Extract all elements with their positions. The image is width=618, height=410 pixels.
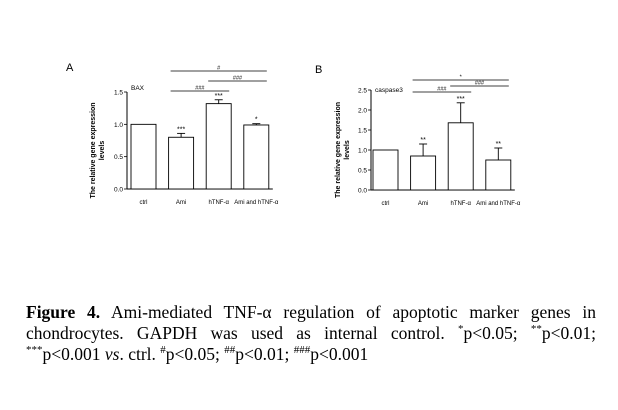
panel-a-label: A xyxy=(66,62,74,74)
caption-text-1: Ami-mediated TNF-α regulation of apoptot… xyxy=(26,302,596,343)
panel-a-ytick-label-1: 0.5 xyxy=(114,154,123,161)
panel-a-bar-1 xyxy=(168,136,195,190)
caption-sup-2: ** xyxy=(530,323,542,336)
panel-a-bracket-label-2: # xyxy=(217,66,221,72)
panel-a-ytick-label-2: 1.0 xyxy=(114,122,123,129)
panel-b-ytick-label-4: 2.0 xyxy=(358,108,367,115)
panel-a-bar-2 xyxy=(205,103,232,190)
caption-sup-1: * xyxy=(458,323,464,336)
caption-text-7: p<0.01; xyxy=(235,344,294,364)
panel-b-ytick-label-0: 0.0 xyxy=(358,188,367,195)
panel-b-bar-label-3: ** xyxy=(496,141,502,148)
panel-a-bracket-label-1: ### xyxy=(233,76,243,82)
panel-a-xtick-label-0: ctrl xyxy=(140,200,148,206)
panel-b-ytick-label-3: 1.5 xyxy=(358,128,367,135)
panel-a-xtick-label-1: Ami xyxy=(176,200,186,206)
panel-b-xtick-label-1: Ami xyxy=(418,201,428,207)
caption-text-4: p<0.001 xyxy=(42,344,105,364)
caption-vs: vs xyxy=(104,344,120,364)
caption-text-5: . ctrl. xyxy=(119,344,161,364)
caption-sup-5: ## xyxy=(224,344,236,357)
panel-b-bracket-label-1: ### xyxy=(475,81,485,87)
caption-sup-6: ### xyxy=(293,344,311,357)
panel-a-bar-label-2: *** xyxy=(215,93,223,100)
panel-b-bracket-label-0: ### xyxy=(437,87,447,93)
panel-b-bracket-label-2: * xyxy=(460,75,463,81)
figure-label: Figure 4. xyxy=(26,302,101,322)
panel-a-bracket-label-0: ### xyxy=(195,86,205,92)
panel-a-bar-label-1: *** xyxy=(177,126,185,133)
panel-b-xtick-label-3: Ami and hTNF-α xyxy=(476,201,521,207)
panel-b-bar-3 xyxy=(485,159,512,191)
caption-text-3: p<0.01; xyxy=(541,323,597,343)
panel-b-bar-0 xyxy=(372,149,399,191)
panel-b-ytick-label-2: 1.0 xyxy=(358,148,367,155)
panel-a-bar-label-3: * xyxy=(255,117,258,124)
panel-b-ytick-label-5: 2.5 xyxy=(358,88,367,95)
panel-b-bar-label-1: ** xyxy=(420,137,426,144)
panel-a-ylabel-line-1: The relative gene expression xyxy=(90,102,97,198)
caption-text-6: p<0.05; xyxy=(165,344,225,364)
panel-b-xtick-label-0: ctrl xyxy=(382,201,390,207)
panel-a-bar-0 xyxy=(130,123,157,190)
panel-b-title: caspase3 xyxy=(375,87,403,94)
panel-b-ylabel-line-1: The relative gene expression xyxy=(335,102,342,198)
caption-sup-4: # xyxy=(160,344,166,357)
panel-b-label: B xyxy=(315,64,322,76)
figure-caption: Figure 4. Ami-mediated TNF-α regulation … xyxy=(26,302,596,365)
panel-b-bar-1 xyxy=(410,155,437,191)
panel-a-xtick-label-3: Ami and hTNF-α xyxy=(234,200,279,206)
panel-b-xtick-label-2: hTNF-α xyxy=(450,201,471,207)
caption-text-2: p<0.05; xyxy=(463,323,531,343)
panel-a-ytick-label-3: 1.5 xyxy=(114,90,123,97)
panel-b-ylabel-line-2: levels xyxy=(344,140,351,160)
caption-sup-3: *** xyxy=(26,344,43,357)
panel-b-bar-label-2: *** xyxy=(457,96,465,103)
panel-b-ylabel: The relative gene expression levels xyxy=(335,102,351,198)
caption-text-8: p<0.001 xyxy=(310,344,369,364)
panel-a-bar-3 xyxy=(243,124,270,190)
panel-a-ylabel-line-2: levels xyxy=(99,141,106,161)
panel-a-ytick-label-0: 0.0 xyxy=(114,187,123,194)
panel-b-ytick-label-1: 0.5 xyxy=(358,168,367,175)
panel-a-ylabel: The relative gene expression levels xyxy=(90,102,106,198)
panel-a-xtick-label-2: hTNF-α xyxy=(208,200,229,206)
panel-b-bar-2 xyxy=(447,122,474,191)
panel-a-title: BAX xyxy=(131,85,145,92)
